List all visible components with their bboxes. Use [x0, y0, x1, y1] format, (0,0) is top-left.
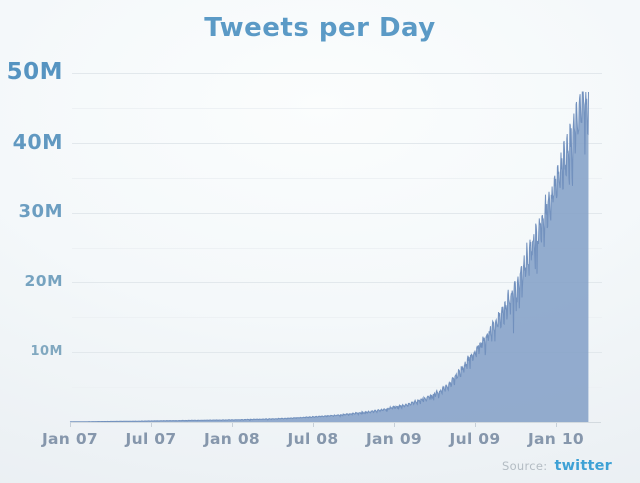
y-gridline-major [72, 212, 602, 214]
x-axis-tick [475, 423, 476, 427]
x-axis-label: Jul 08 [287, 430, 339, 448]
source-label: Source: [501, 459, 548, 473]
y-gridline-major [72, 282, 602, 284]
y-gridline-minor [72, 247, 602, 249]
y-axis-label: 10M [30, 344, 63, 360]
area-outline [69, 91, 589, 423]
x-axis-label: Jan 09 [365, 430, 423, 448]
y-axis-label: 30M [18, 201, 63, 223]
x-axis-tick [151, 423, 152, 427]
y-gridline-minor [72, 387, 602, 389]
x-axis-label: Jan 08 [203, 430, 261, 448]
y-gridline-major [72, 73, 602, 74]
x-axis-label: Jul 07 [125, 430, 177, 448]
y-gridline-minor [72, 317, 602, 319]
x-axis-label: Jul 09 [449, 430, 501, 448]
twitter-logo: twitter [554, 458, 612, 474]
x-axis-tick [232, 423, 233, 427]
x-axis-tick [313, 423, 314, 427]
y-gridline-major [72, 352, 602, 354]
x-axis-label: Jan 07 [41, 430, 99, 448]
y-axis-label: 50M [6, 59, 63, 86]
x-axis-tick [394, 423, 395, 427]
y-gridline-major [72, 142, 602, 144]
y-axis-label: 20M [24, 272, 63, 291]
x-axis-line [71, 422, 601, 423]
x-axis-tick [556, 423, 557, 427]
area-series [70, 92, 589, 422]
x-axis-tick [70, 423, 71, 427]
x-axis-label: Jan 10 [527, 430, 585, 448]
y-gridline-minor [72, 107, 602, 109]
chart-title: Tweets per Day [204, 13, 436, 43]
y-gridline-minor [72, 177, 602, 179]
source-attribution: Source: twitter [502, 458, 612, 474]
y-axis-label: 40M [12, 130, 63, 155]
